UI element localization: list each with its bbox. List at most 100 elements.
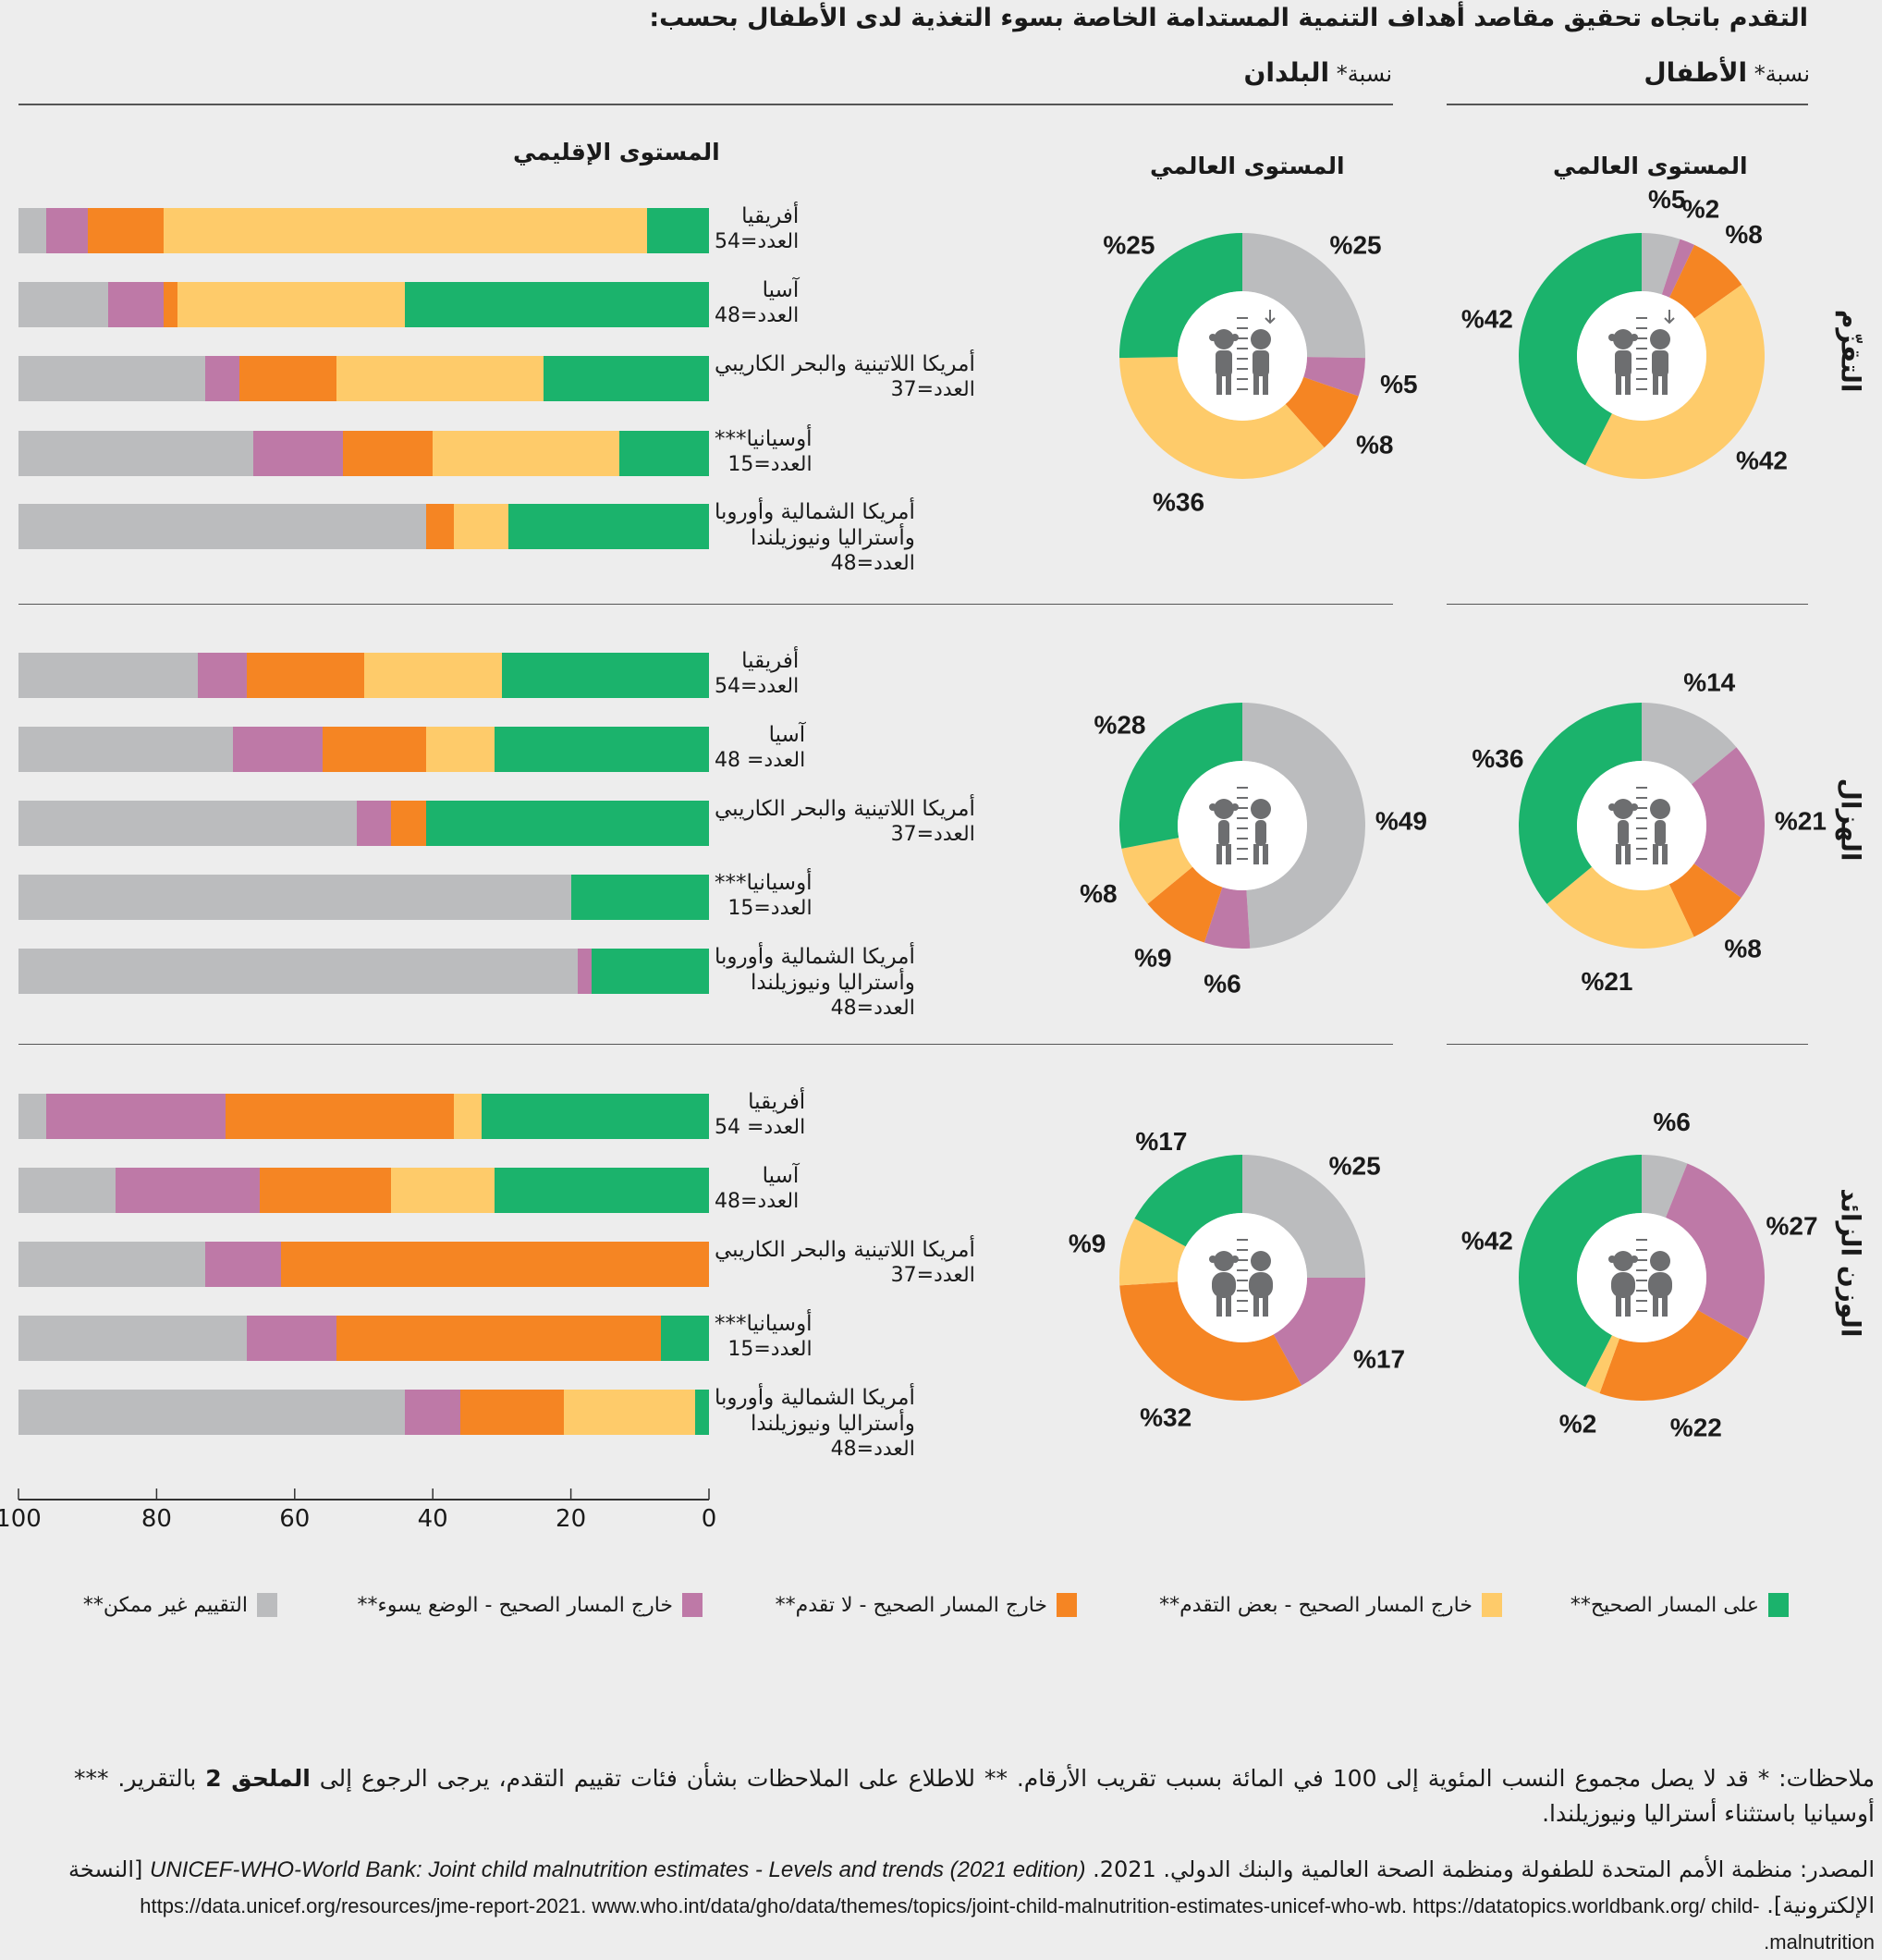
bar-segment-on-track <box>570 875 709 920</box>
bar-segment-not-assessed <box>18 801 358 846</box>
regional-level-heading: المستوى الإقليمي <box>513 139 720 165</box>
donut-data-label: %8 <box>1725 220 1762 249</box>
legend-item-no-progress: خارج المسار الصحيح - لا تقدم** <box>776 1593 1077 1617</box>
region-label: أفريقيا العدد=54 <box>715 203 799 255</box>
region-label: أوسيانيا*** العدد=15 <box>715 426 813 478</box>
source-urls[interactable]: https://data.unicef.org/resources/jme-re… <box>140 1894 1875 1954</box>
region-count: العدد=15 <box>727 1338 813 1361</box>
donut-data-label: %32 <box>1140 1403 1192 1432</box>
notes: ملاحظات: * قد لا يصل مجموع النسب المئوية… <box>74 1761 1875 1831</box>
donut-data-label: %36 <box>1153 488 1204 517</box>
donut-slice-children-on-track <box>1519 1155 1642 1388</box>
countries-header-rule <box>18 104 1393 105</box>
region-name: أوسيانيا*** <box>715 1312 813 1336</box>
donut-data-label: %2 <box>1682 194 1719 223</box>
donut-data-label: %22 <box>1670 1414 1722 1442</box>
bar-segment-no-progress <box>163 282 177 327</box>
region-name: أمريكا اللاتينية والبحر الكاريبي <box>715 1238 975 1262</box>
bar-segment-on-track <box>695 1390 709 1435</box>
region-label: آسيا العدد=48 <box>715 1163 799 1215</box>
bar-segment-worsening <box>198 653 247 698</box>
bar-segment-some-progress <box>163 208 647 253</box>
children-share-header: نسبة* الأطفال <box>1644 57 1810 88</box>
donut-data-label: %42 <box>1461 304 1513 333</box>
source-online-label: [النسخة الإلكترونية]. <box>68 1856 1875 1918</box>
legend-item-not-assessed: التقييم غير ممكن** <box>83 1593 277 1617</box>
donut-slice-countries-not-assessed <box>1242 233 1366 359</box>
bar-segment-on-track <box>543 356 709 401</box>
donut-slice-countries-worsening <box>1303 357 1365 397</box>
donut-hole <box>1178 291 1307 421</box>
legend-swatch <box>257 1593 277 1617</box>
donut-hole <box>1178 761 1307 890</box>
bar-segment-worsening <box>45 208 88 253</box>
legend-item-worsening: خارج المسار الصحيح - الوضع يسوء** <box>358 1593 703 1617</box>
countries-share-prefix: نسبة* <box>1336 61 1392 87</box>
children-thin-icon <box>1608 787 1670 864</box>
donut-data-label: %49 <box>1375 807 1427 836</box>
x-axis-tick-label: 20 <box>556 1505 587 1533</box>
children-height-down-icon <box>1209 310 1276 395</box>
region-label: أفريقيا العدد= 54 <box>715 1089 805 1141</box>
region-label: آسيا العدد=48 <box>715 277 799 329</box>
legend-label: التقييم غير ممكن** <box>82 1593 248 1617</box>
source-title: UNICEF-WHO-World Bank: Joint child malnu… <box>150 1857 1086 1882</box>
donut-data-label: %21 <box>1581 967 1632 996</box>
donut-slice-countries-on-track <box>1119 233 1242 359</box>
region-name: أفريقيا <box>748 1090 806 1114</box>
donut-data-label: %17 <box>1135 1127 1187 1156</box>
donut-hole <box>1178 1213 1307 1342</box>
bar-segment-some-progress <box>425 727 495 772</box>
region-name: آسيا <box>762 1164 800 1188</box>
region-label: أمريكا الشمالية وأوروبا وأستراليا ونيوزيل… <box>715 1385 915 1463</box>
donut-data-label: %42 <box>1461 1226 1513 1255</box>
x-axis-tick-label: 40 <box>417 1505 448 1533</box>
donut-slice-children-not-assessed <box>1642 1155 1688 1219</box>
bar-segment-not-assessed <box>18 208 46 253</box>
donut-data-label: %5 <box>1380 370 1417 398</box>
bar-segment-on-track <box>646 208 709 253</box>
bar-segment-no-progress <box>391 801 426 846</box>
bar-row <box>18 431 709 476</box>
bar-segment-no-progress <box>260 1168 392 1213</box>
bar-segment-worsening <box>246 1316 336 1361</box>
legend-swatch <box>682 1593 703 1617</box>
bar-row <box>18 356 709 401</box>
children-overweight-icon <box>1608 1239 1672 1317</box>
donut-data-label: %28 <box>1094 710 1145 739</box>
source-prefix: المصدر: منظمة الأمم المتحدة للطفولة ومنظ… <box>1093 1856 1875 1882</box>
donut-slice-children-not-assessed <box>1642 703 1737 785</box>
bar-segment-no-progress <box>239 356 336 401</box>
donut-slice-children-worsening <box>1666 1163 1765 1340</box>
region-name-line2: وأستراليا ونيوزيلندا <box>750 526 915 550</box>
region-count: العدد=54 <box>715 230 800 253</box>
legend-swatch <box>1057 1593 1077 1617</box>
donut-slice-children-worsening <box>1691 747 1765 899</box>
bar-row <box>18 653 709 698</box>
bar-segment-no-progress <box>460 1390 565 1435</box>
legend-label: خارج المسار الصحيح - لا تقدم** <box>775 1593 1047 1617</box>
bar-row <box>18 1390 709 1435</box>
bar-row <box>18 1316 709 1361</box>
region-label: آسيا العدد= 48 <box>715 722 805 774</box>
region-count: العدد= 48 <box>715 749 806 772</box>
donut-slice-children-on-track <box>1519 233 1642 466</box>
donut-slice-children-no-progress <box>1599 1310 1749 1401</box>
bar-segment-some-progress <box>336 356 544 401</box>
bar-segment-not-assessed <box>18 431 253 476</box>
donut-hole <box>1577 761 1706 890</box>
legend-swatch <box>1482 1593 1502 1617</box>
bar-segment-some-progress <box>564 1390 696 1435</box>
global-donut-charts: %25 %5 %8 %36 %25 %49 %6 %9 %8 %28 %25 %17 %32 %9 %17%… <box>1069 185 1827 1442</box>
bar-segment-no-progress <box>343 431 434 476</box>
bar-segment-on-track <box>618 431 709 476</box>
region-count: العدد=54 <box>715 675 800 698</box>
x-axis-tick-label: 100 <box>0 1505 42 1533</box>
legend-item-some-progress: خارج المسار الصحيح - بعض التقدم** <box>1159 1593 1502 1617</box>
donut-hole <box>1577 291 1706 421</box>
donut-slice-children-on-track <box>1519 703 1642 904</box>
bar-segment-on-track <box>481 1094 709 1139</box>
region-count: العدد=48 <box>715 304 800 327</box>
bar-segment-no-progress <box>322 727 426 772</box>
bar-row <box>18 727 709 772</box>
